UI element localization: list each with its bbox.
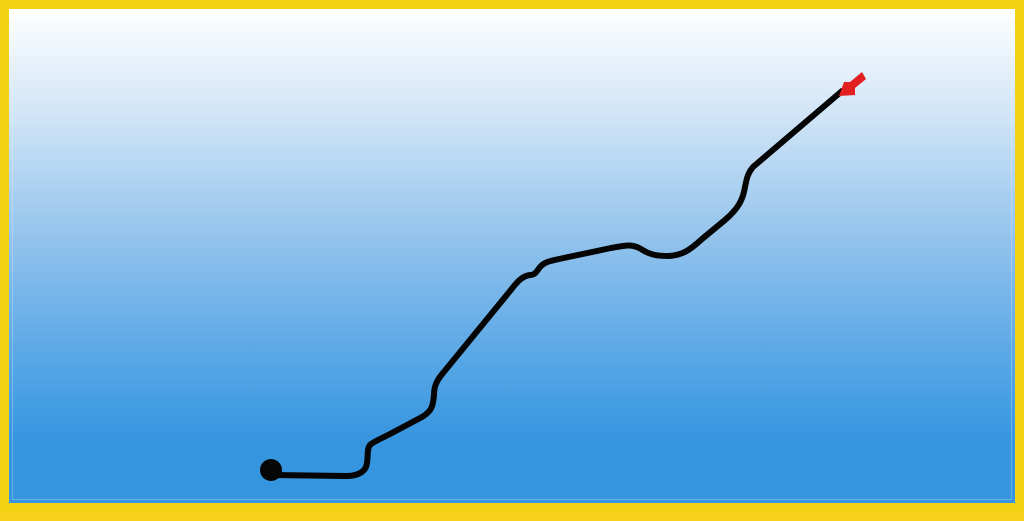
route-drawing [260,72,866,481]
red-arrow-icon [839,72,866,96]
start-dot [260,459,282,481]
route-line [269,88,845,479]
